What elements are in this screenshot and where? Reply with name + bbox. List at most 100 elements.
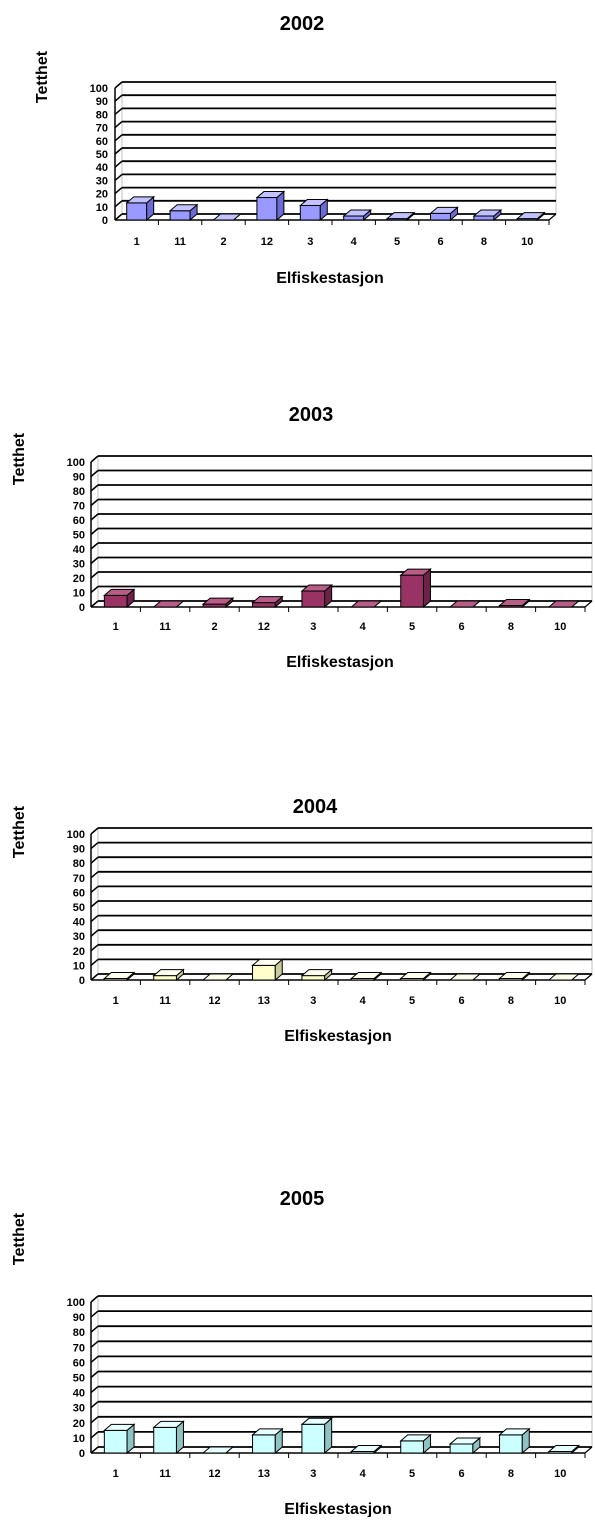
bar-top xyxy=(429,206,459,214)
y-tick-label: 90 xyxy=(96,96,108,108)
gridline-depth xyxy=(90,944,99,952)
bar-front xyxy=(169,210,191,221)
gridline-depth xyxy=(90,513,99,521)
y-tick-label: 10 xyxy=(73,588,85,600)
bar-top xyxy=(201,1446,235,1454)
x-tick-label: 5 xyxy=(409,995,415,1007)
gridline-depth xyxy=(90,915,99,923)
bar-front xyxy=(301,975,326,981)
bar-13 xyxy=(251,1427,284,1455)
y-tick-label: 30 xyxy=(73,931,85,943)
y-axis-title: Tetthet xyxy=(11,432,28,485)
gridline-depth xyxy=(90,1325,99,1333)
bar-top xyxy=(547,973,581,981)
floor-edge xyxy=(548,213,557,221)
bar-top xyxy=(448,600,482,608)
bar-front xyxy=(153,1426,177,1454)
x-tick-label: 12 xyxy=(258,621,270,633)
x-tick-label: 3 xyxy=(310,1468,316,1480)
bar-top xyxy=(498,599,531,607)
bar-top xyxy=(251,596,284,604)
chart-title: 2002 xyxy=(280,13,325,35)
bar-top xyxy=(298,198,329,206)
x-tick-label: 2 xyxy=(211,621,217,633)
gridline-depth xyxy=(114,160,123,168)
y-tick-label: 80 xyxy=(96,109,108,121)
bar-top xyxy=(448,1437,482,1445)
bar-front xyxy=(299,204,321,221)
x-tick-label: 5 xyxy=(394,236,400,248)
bar-2 xyxy=(212,213,242,221)
bar-6 xyxy=(448,600,482,608)
bar-top xyxy=(472,209,503,217)
gridline-depth xyxy=(90,1416,99,1424)
y-tick-label: 70 xyxy=(73,873,85,885)
y-tick-label: 80 xyxy=(73,486,85,498)
bar-top xyxy=(547,600,581,608)
bar-top xyxy=(349,972,383,980)
chart-title: 2003 xyxy=(289,404,334,426)
bar-front xyxy=(126,202,148,221)
y-tick-label: 90 xyxy=(73,844,85,856)
y-tick-label: 30 xyxy=(73,1403,85,1415)
y-tick-label: 40 xyxy=(73,544,85,556)
bar-top xyxy=(515,212,546,220)
gridline-depth xyxy=(90,842,99,850)
bar-2 xyxy=(201,597,235,609)
bar-13 xyxy=(251,958,284,982)
y-tick-label: 60 xyxy=(73,1357,85,1369)
y-tick-label: 70 xyxy=(73,501,85,513)
gridline-depth xyxy=(114,134,123,142)
bar-front xyxy=(301,590,326,608)
floor-edge xyxy=(584,973,593,981)
x-tick-label: 11 xyxy=(159,1468,171,1480)
y-tick-label: 90 xyxy=(73,1312,85,1324)
x-tick-label: 5 xyxy=(409,1468,415,1480)
y-tick-label: 40 xyxy=(73,917,85,929)
y-axis-title: Tetthet xyxy=(11,1212,28,1265)
y-tick-label: 60 xyxy=(73,515,85,527)
y-tick-label: 80 xyxy=(73,1327,85,1339)
y-tick-label: 70 xyxy=(96,123,108,135)
bar-top xyxy=(448,973,482,981)
y-tick-label: 20 xyxy=(73,573,85,585)
y-tick-label: 100 xyxy=(90,83,108,95)
y-tick-label: 100 xyxy=(67,457,85,469)
x-tick-label: 5 xyxy=(409,621,415,633)
x-tick-label: 6 xyxy=(437,236,443,248)
bar-top xyxy=(251,1428,284,1436)
bar-5 xyxy=(399,971,432,982)
gridline-depth xyxy=(90,856,99,864)
x-tick-label: 6 xyxy=(458,995,464,1007)
gridline-depth xyxy=(90,484,99,492)
bar-10 xyxy=(515,211,546,222)
x-tick-label: 1 xyxy=(134,236,140,248)
bar-top xyxy=(498,1428,531,1436)
x-tick-label: 10 xyxy=(521,236,533,248)
gridline-depth xyxy=(90,600,99,608)
bar-top xyxy=(399,1434,432,1442)
gridline-depth xyxy=(114,213,123,221)
x-tick-label: 10 xyxy=(554,621,566,633)
bar-top xyxy=(102,972,136,980)
gridline-depth xyxy=(90,1401,99,1409)
y-tick-label: 0 xyxy=(79,1448,85,1460)
bar-6 xyxy=(448,1436,482,1455)
y-tick-label: 60 xyxy=(96,136,108,148)
x-tick-label: 10 xyxy=(554,1468,566,1480)
bar-5 xyxy=(385,211,416,222)
y-tick-label: 50 xyxy=(73,530,85,542)
bar-5 xyxy=(399,568,432,609)
bar-1 xyxy=(102,588,136,609)
bar-front xyxy=(430,212,451,221)
bar-top xyxy=(125,196,156,204)
y-tick-label: 0 xyxy=(79,975,85,987)
bar-top xyxy=(255,191,286,199)
gridline-depth xyxy=(90,1386,99,1394)
gridline-depth xyxy=(114,173,123,181)
gridline-depth xyxy=(90,1295,99,1303)
gridline-depth xyxy=(90,1446,99,1454)
